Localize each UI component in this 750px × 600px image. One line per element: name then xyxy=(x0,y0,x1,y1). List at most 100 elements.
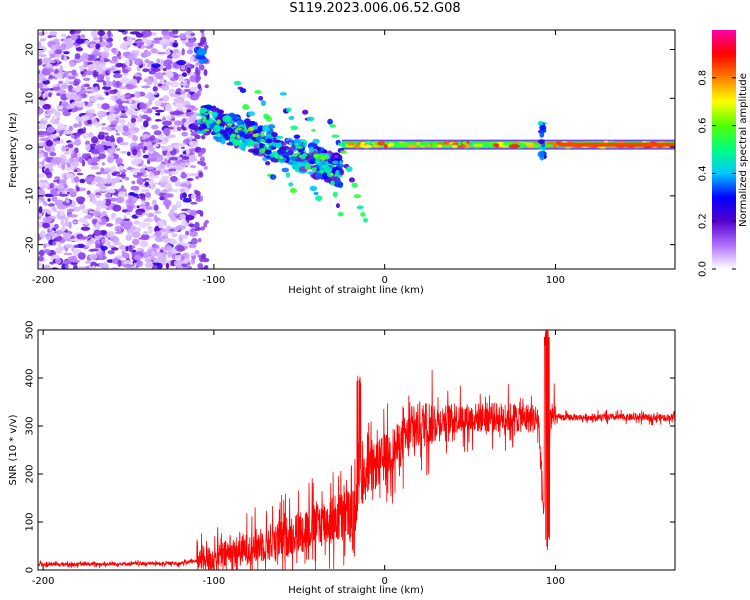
noise-blob xyxy=(126,36,133,42)
noise-blob xyxy=(96,103,103,109)
noise-blob xyxy=(152,85,158,92)
noise-blob xyxy=(185,231,190,236)
noise-blob xyxy=(76,172,84,176)
noise-blob xyxy=(194,221,200,229)
noise-blob xyxy=(140,114,149,120)
snr-xtick-label: -200 xyxy=(32,576,55,587)
noise-blob xyxy=(60,33,67,37)
noise-blob xyxy=(177,156,184,161)
noise-blob xyxy=(38,123,48,130)
noise-blob xyxy=(169,248,174,254)
track-blob xyxy=(238,136,245,141)
noise-blob xyxy=(122,125,129,132)
noise-blob xyxy=(154,90,158,96)
noise-blob xyxy=(138,76,142,81)
noise-blob xyxy=(181,48,185,56)
noise-blob xyxy=(185,36,195,39)
noise-blob xyxy=(49,152,57,157)
noise-blob xyxy=(75,47,83,52)
noise-blob xyxy=(38,173,45,178)
noise-blob xyxy=(91,265,96,269)
track-blob xyxy=(332,160,339,165)
noise-blob xyxy=(180,183,189,188)
snr-ytick-label: 300 xyxy=(25,416,36,435)
noise-blob xyxy=(105,92,109,96)
track-blob xyxy=(360,211,366,217)
noise-blob xyxy=(112,89,118,93)
noise-blob xyxy=(174,254,182,260)
noise-blob xyxy=(164,193,174,198)
noise-blob xyxy=(197,83,202,89)
noise-blob xyxy=(75,152,81,157)
track-blob xyxy=(210,107,219,112)
noise-blob xyxy=(94,86,99,93)
noise-blob xyxy=(45,63,53,68)
noise-blob xyxy=(153,130,162,136)
noise-blob xyxy=(56,184,65,191)
noise-blob xyxy=(64,244,74,249)
noise-blob xyxy=(159,189,170,193)
track-blob xyxy=(309,158,316,165)
noise-blob xyxy=(95,183,105,187)
track-blob xyxy=(269,174,277,180)
noise-blob xyxy=(141,163,147,169)
noise-blob xyxy=(168,126,174,130)
noise-blob xyxy=(47,235,52,241)
noise-blob xyxy=(133,73,141,77)
track-blob xyxy=(339,160,343,165)
snr-xtick-label: -100 xyxy=(203,576,226,587)
noise-blob xyxy=(151,106,159,110)
track-blob xyxy=(208,117,214,125)
track-blob xyxy=(293,134,301,139)
track-blob xyxy=(340,150,348,154)
noise-blob xyxy=(38,69,41,75)
noise-blob xyxy=(132,148,138,156)
noise-blob xyxy=(52,38,60,43)
noise-blob xyxy=(147,228,153,234)
noise-blob xyxy=(169,93,177,98)
noise-blob xyxy=(196,55,206,60)
carrier-blob xyxy=(383,144,388,149)
noise-blob xyxy=(176,59,187,66)
noise-blob xyxy=(200,39,205,45)
noise-blob xyxy=(142,154,150,159)
carrier-blob xyxy=(543,144,554,148)
colorbar-label: Normalized spectral amplitude xyxy=(738,73,749,227)
noise-blob xyxy=(162,120,173,126)
noise-blob xyxy=(38,261,42,268)
track-blob xyxy=(204,128,209,132)
carrier-blob xyxy=(469,143,474,148)
spike-blob xyxy=(537,151,545,158)
track-blob xyxy=(302,153,308,157)
track-blob xyxy=(270,131,278,137)
colorbar-tick-label: 0.4 xyxy=(698,165,709,181)
noise-blob xyxy=(72,206,82,212)
track-blob xyxy=(281,167,289,173)
noise-blob xyxy=(192,107,199,111)
noise-blob xyxy=(147,62,151,68)
noise-blob xyxy=(38,188,46,196)
noise-blob xyxy=(178,213,186,220)
noise-blob xyxy=(97,218,102,223)
noise-blob xyxy=(155,112,161,116)
track-blob xyxy=(282,142,287,146)
noise-blob xyxy=(49,31,58,36)
noise-blob xyxy=(69,61,75,68)
noise-blob xyxy=(101,210,107,217)
noise-blob xyxy=(169,239,178,245)
noise-blob xyxy=(87,119,93,125)
noise-blob xyxy=(115,175,121,184)
noise-blob xyxy=(176,224,186,230)
spike-blob xyxy=(539,124,547,131)
noise-blob xyxy=(63,184,68,189)
noise-blob xyxy=(161,78,165,85)
noise-blob xyxy=(159,162,165,171)
noise-blob xyxy=(186,49,194,55)
noise-blob xyxy=(107,30,112,37)
noise-blob xyxy=(129,103,139,110)
noise-blob xyxy=(73,176,80,183)
noise-blob xyxy=(129,193,139,196)
noise-blob xyxy=(54,223,59,230)
noise-blob xyxy=(149,135,156,142)
noise-blob xyxy=(77,252,86,260)
